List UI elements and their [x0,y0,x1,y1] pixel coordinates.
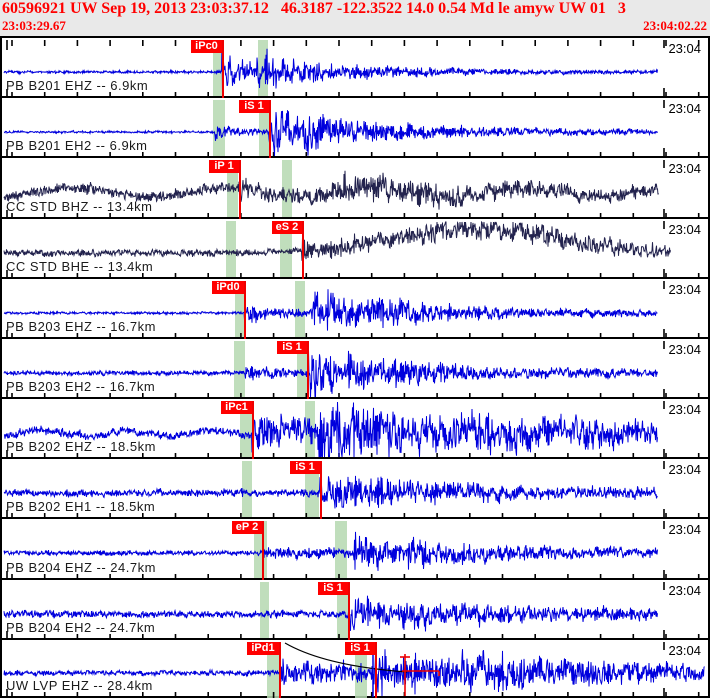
trace-row: iS 1 PB B201 EH2 -- 6.9km 23:04 [2,96,708,158]
phase-pick-line[interactable] [279,642,281,698]
minute-time-label: 23:04 [668,342,701,357]
waveform-plot[interactable] [2,281,708,339]
trace-row: iS 1 PB B204 EH2 -- 24.7km 23:04 [2,578,708,640]
phase-window-band [234,341,245,399]
phase-pick-flag[interactable]: iS 1 [290,461,320,474]
station-channel-label: PB B201 EH2 -- 6.9km [6,138,148,153]
waveform-plot[interactable] [2,461,708,519]
station-channel-label: CC STD BHE -- 13.4km [6,259,154,274]
station-channel-label: PB B203 EHZ -- 16.7km [6,319,156,334]
event-header: 60596921 UW Sep 19, 2013 23:03:37.12 46.… [0,0,710,36]
phase-pick-flag[interactable]: iS 1 [239,100,269,113]
phase-pick-flag[interactable]: eP 2 [232,521,262,534]
phase-pick-flag[interactable]: eS 2 [272,221,302,234]
phase-pick-line[interactable] [375,642,377,698]
minute-time-label: 23:04 [668,161,701,176]
minute-time-label: 23:04 [668,282,701,297]
window-end-time: 23:04:02.22 [643,18,707,33]
phase-pick-line[interactable] [348,582,350,640]
seismogram-trace [3,349,658,398]
phase-pick-line[interactable] [320,461,322,519]
phase-window-band [297,341,308,399]
station-channel-label: PB B202 EHZ -- 18.5km [6,439,156,454]
station-channel-label: CC STD BHZ -- 13.4km [6,199,153,214]
phase-pick-line[interactable] [262,521,264,580]
phase-pick-line[interactable] [269,100,271,158]
phase-pick-flag[interactable]: iS 1 [318,582,348,595]
phase-pick-flag[interactable]: iP 1 [209,160,239,173]
coda-decay-curve [284,642,408,673]
phase-pick-line[interactable] [307,341,309,399]
minute-time-label: 23:04 [668,41,701,56]
event-summary-title: 60596921 UW Sep 19, 2013 23:03:37.12 46.… [2,0,626,17]
phase-pick-flag[interactable]: iPc0 [191,40,222,53]
phase-window-band [280,221,292,279]
station-channel-label: PB B204 EHZ -- 24.7km [6,560,156,575]
phase-window-band [337,582,349,640]
seismogram-trace [3,531,658,571]
seismogram-trace [3,289,658,331]
seismogram-trace [3,475,658,509]
station-channel-label: PB B202 EH1 -- 18.5km [6,499,156,514]
station-channel-label: PB B204 EH2 -- 24.7km [6,620,156,635]
trace-panel-stack: iPc0 PB B201 EHZ -- 6.9km 23:04 iS 1 PB B201… [0,36,710,698]
trace-row: iPc1 PB B202 EHZ -- 18.5km 23:04 [2,397,708,459]
seismogram-trace [3,646,705,697]
minute-time-label: 23:04 [668,101,701,116]
seismogram-trace [3,110,658,157]
phase-pick-line[interactable] [252,401,254,459]
phase-window-band [226,221,236,279]
trace-row: iPd0 PB B203 EHZ -- 16.7km 23:04 [2,277,708,339]
minute-time-label: 23:04 [668,583,701,598]
phase-pick-line[interactable] [222,40,224,98]
phase-pick-flag[interactable]: iPc1 [221,401,252,414]
trace-row: eS 2 CC STD BHE -- 13.4km 23:04 [2,217,708,279]
phase-window-band [259,100,269,158]
phase-window-band [235,281,245,339]
seismogram-trace [3,42,658,94]
trace-row: iPd1 iS 1 UW LVP EHZ -- 28.4km 23:04 [2,638,708,698]
minute-time-label: 23:04 [668,522,701,537]
phase-window-band [260,582,269,640]
minute-time-label: 23:04 [668,462,701,477]
waveform-plot[interactable] [2,642,708,698]
phase-pick-line[interactable] [244,281,246,339]
phase-window-band [240,401,252,459]
seismogram-trace [3,595,658,632]
seismogram-trace [3,221,671,261]
station-channel-label: PB B203 EH2 -- 16.7km [6,379,156,394]
phase-window-band [213,40,223,98]
trace-row: iP 1 CC STD BHZ -- 13.4km 23:04 [2,156,708,219]
trace-row: iS 1 PB B202 EH1 -- 18.5km 23:04 [2,457,708,519]
seismogram-trace [3,170,659,210]
coda-duration-marker[interactable] [400,654,440,696]
phase-pick-flag[interactable]: iS 1 [345,642,375,655]
phase-pick-line[interactable] [239,160,241,219]
phase-pick-flag[interactable]: iPd0 [212,281,244,294]
phase-window-band [282,160,292,219]
minute-time-label: 23:04 [668,402,701,417]
station-channel-label: UW LVP EHZ -- 28.4km [6,678,153,693]
trace-row: iPc0 PB B201 EHZ -- 6.9km 23:04 [2,36,708,98]
seismogram-trace [3,401,658,459]
minute-time-label: 23:04 [668,643,701,658]
trace-row: iS 1 PB B203 EH2 -- 16.7km 23:04 [2,337,708,399]
phase-window-band [295,281,305,339]
phase-pick-line[interactable] [302,221,304,279]
station-channel-label: PB B201 EHZ -- 6.9km [6,78,149,93]
phase-pick-flag[interactable]: iS 1 [277,341,307,354]
minute-time-label: 23:04 [668,222,701,237]
waveform-plot[interactable] [2,100,708,158]
window-start-time: 23:03:29.67 [2,18,66,33]
phase-pick-flag[interactable]: iPd1 [247,642,279,655]
trace-row: eP 2 PB B204 EHZ -- 24.7km 23:04 [2,517,708,580]
